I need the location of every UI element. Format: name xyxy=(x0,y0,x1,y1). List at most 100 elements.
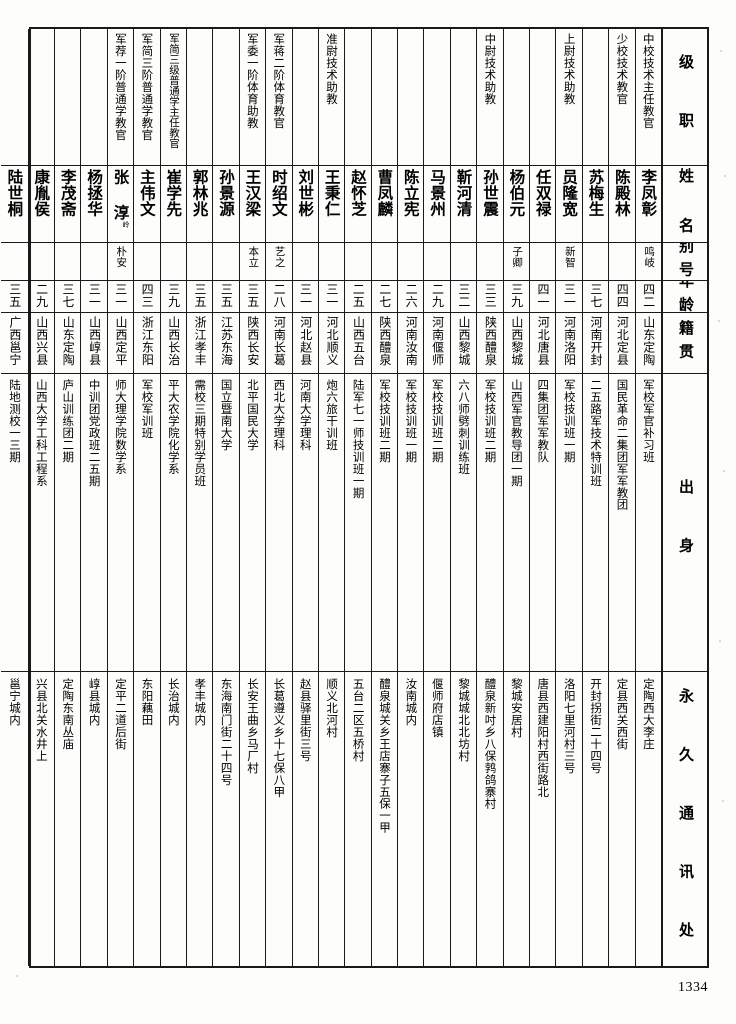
cell-age: 三五 xyxy=(1,281,28,313)
cell-name: 崔学先 xyxy=(160,166,186,243)
row-label-age-text: 年龄 xyxy=(676,281,695,313)
origin-text: 山西黎城 xyxy=(457,316,472,366)
address-text: 黎城城北北坊村 xyxy=(457,678,472,762)
cell-age: 三七 xyxy=(582,281,609,313)
row-label-origin: 籍贯 xyxy=(663,313,707,374)
name-text: 王汉梁 xyxy=(243,169,263,217)
age-text: 二六 xyxy=(404,283,419,308)
education-text: 军校技训班二期 xyxy=(377,379,392,463)
cell-name: 孙世震 xyxy=(477,166,503,243)
cell-rank xyxy=(28,29,55,166)
cell-origin: 陕西醴泉 xyxy=(371,313,398,374)
cell-name: 时绍文 xyxy=(266,166,292,243)
cell-alias xyxy=(398,243,424,281)
education-text: 河南大学理科 xyxy=(298,379,313,451)
row-label-rank-text: 级 职 xyxy=(676,53,695,141)
cell-address: 定平二道后街 xyxy=(108,672,133,966)
cell-age: 四四 xyxy=(609,281,635,313)
age-text: 二八 xyxy=(272,283,287,308)
cell-alias: 艺之 xyxy=(266,243,292,281)
address-text: 醴泉城关乡王店寨子五保一甲 xyxy=(377,678,392,834)
cell-alias xyxy=(318,243,345,281)
cell-age: 二九 xyxy=(424,281,450,313)
education-text: 二五路军技术特训班 xyxy=(589,379,604,487)
cell-age: 三一 xyxy=(556,281,582,313)
cell-education: 炮六旅干训班 xyxy=(318,374,345,672)
cell-education: 四集团军军教队 xyxy=(530,374,556,672)
cell-alias xyxy=(530,243,556,281)
cell-name: 曹凤麟 xyxy=(371,166,398,243)
person-column: 刘世彬 三一 河北赵县 河南大学理科 赵县驿里街三号 xyxy=(291,29,318,966)
person-column: 靳河清 三二 山西黎城 六八师劈刺训练班 黎城城北北坊村 xyxy=(449,29,477,966)
address-text: 顺义北河村 xyxy=(325,678,340,738)
cell-origin: 陕西醴泉 xyxy=(477,313,503,374)
address-text: 邕宁城内 xyxy=(7,678,22,726)
person-column: 军蒋二阶体育教官 时绍文 艺之 二八 河南长葛 西北大学理科 长葛遵义乡十七保八甲 xyxy=(265,29,292,966)
cell-rank xyxy=(503,29,530,166)
scan-speckle xyxy=(722,800,724,802)
address-text: 洛阳七里河村三号 xyxy=(562,678,577,774)
cell-address: 崞县城内 xyxy=(81,672,106,966)
cell-education: 西北大学理科 xyxy=(266,374,292,672)
cell-age: 三七 xyxy=(55,281,81,313)
cell-education: 北平国民大学 xyxy=(239,374,266,672)
cell-origin: 河北唐县 xyxy=(530,313,556,374)
cell-address: 醴泉城关乡王店寨子五保一甲 xyxy=(372,672,397,966)
origin-text: 河南开封 xyxy=(589,316,603,366)
origin-text: 广西邕宁 xyxy=(7,316,22,366)
rank-text: 军简三阶普通学教官 xyxy=(140,33,155,141)
cell-alias xyxy=(213,243,239,281)
cell-age: 三五 xyxy=(239,281,266,313)
cell-address: 长葛遵义乡十七保八甲 xyxy=(266,672,291,966)
cell-education: 军校技训班一期 xyxy=(398,374,424,672)
alias-text: 本立 xyxy=(247,246,260,268)
cell-alias xyxy=(292,243,318,281)
cell-address: 开封拐街二十四号 xyxy=(583,672,608,966)
cell-name: 康胤侯 xyxy=(28,166,55,243)
cell-education: 军校技训班一期 xyxy=(556,374,582,672)
rank-text: 中校技术主任教官 xyxy=(641,33,656,129)
cell-rank: 军简三级普通学主任教官 xyxy=(160,29,186,166)
education-text: 国民革命二集团军军教团 xyxy=(615,379,630,511)
cell-origin: 山西黎城 xyxy=(503,313,530,374)
cell-age: 三二 xyxy=(450,281,477,313)
cell-education: 山西大学工科工程系 xyxy=(28,374,55,672)
person-column: 李茂斋 三七 山东定陶 庐山训练团二期 定陶东南丛庙 xyxy=(54,29,81,966)
cell-rank xyxy=(398,29,424,166)
cell-rank: 军委一阶体育助教 xyxy=(239,29,266,166)
cell-rank xyxy=(582,29,609,166)
scan-speckle xyxy=(720,50,722,52)
cell-origin: 山西崞县 xyxy=(81,313,107,374)
name-text: 孙世震 xyxy=(480,169,500,217)
education-text: 山西大学工科工程系 xyxy=(34,379,49,487)
age-text: 二九 xyxy=(430,283,445,308)
row-label-name: 姓 名 xyxy=(663,166,707,243)
address-text: 唐县西建阳村西街路北 xyxy=(536,678,551,798)
person-column: 军荐一阶普通学教官张 淳岭朴安 三一 山西定平 师大理学院数学系 定平二道后街 xyxy=(106,29,134,966)
person-column: 上尉技术助教 员隆宽 新智 三一 河南洛阳 军校技训班一期 洛阳七里河村三号 xyxy=(555,29,582,966)
age-text: 三九 xyxy=(509,283,524,308)
name-text: 陆世桐 xyxy=(5,169,25,217)
cell-age: 四三 xyxy=(134,281,160,313)
cell-education: 军校军官补习班 xyxy=(635,374,661,672)
alias-text: 鸣岐 xyxy=(643,246,656,268)
cell-age: 四二 xyxy=(635,281,661,313)
row-label-alias: 别号 xyxy=(663,243,707,281)
scan-speckle xyxy=(719,640,721,642)
row-label-origin-text: 籍贯 xyxy=(676,319,695,367)
personnel-roster-table: 级 职 姓 名 别号 年龄 籍贯 出 身 永 久 通 讯 处 中校技术主任教官李… xyxy=(1,27,709,968)
cell-origin: 河南洛阳 xyxy=(556,313,582,374)
cell-alias xyxy=(450,243,477,281)
name-text: 杨拯华 xyxy=(85,169,105,217)
cell-education: 平大农学院化学系 xyxy=(160,374,186,672)
cell-origin: 河南汝南 xyxy=(398,313,424,374)
cell-name: 杨伯元 xyxy=(503,166,530,243)
scan-speckle xyxy=(724,175,726,177)
cell-education: 六八师劈刺训练班 xyxy=(450,374,477,672)
cell-age: 三一 xyxy=(318,281,345,313)
cell-rank: 少校技术教官 xyxy=(609,29,635,166)
age-text: 二七 xyxy=(377,283,392,308)
origin-text: 山西崞县 xyxy=(87,316,102,366)
address-text: 汝南城内 xyxy=(404,678,419,726)
